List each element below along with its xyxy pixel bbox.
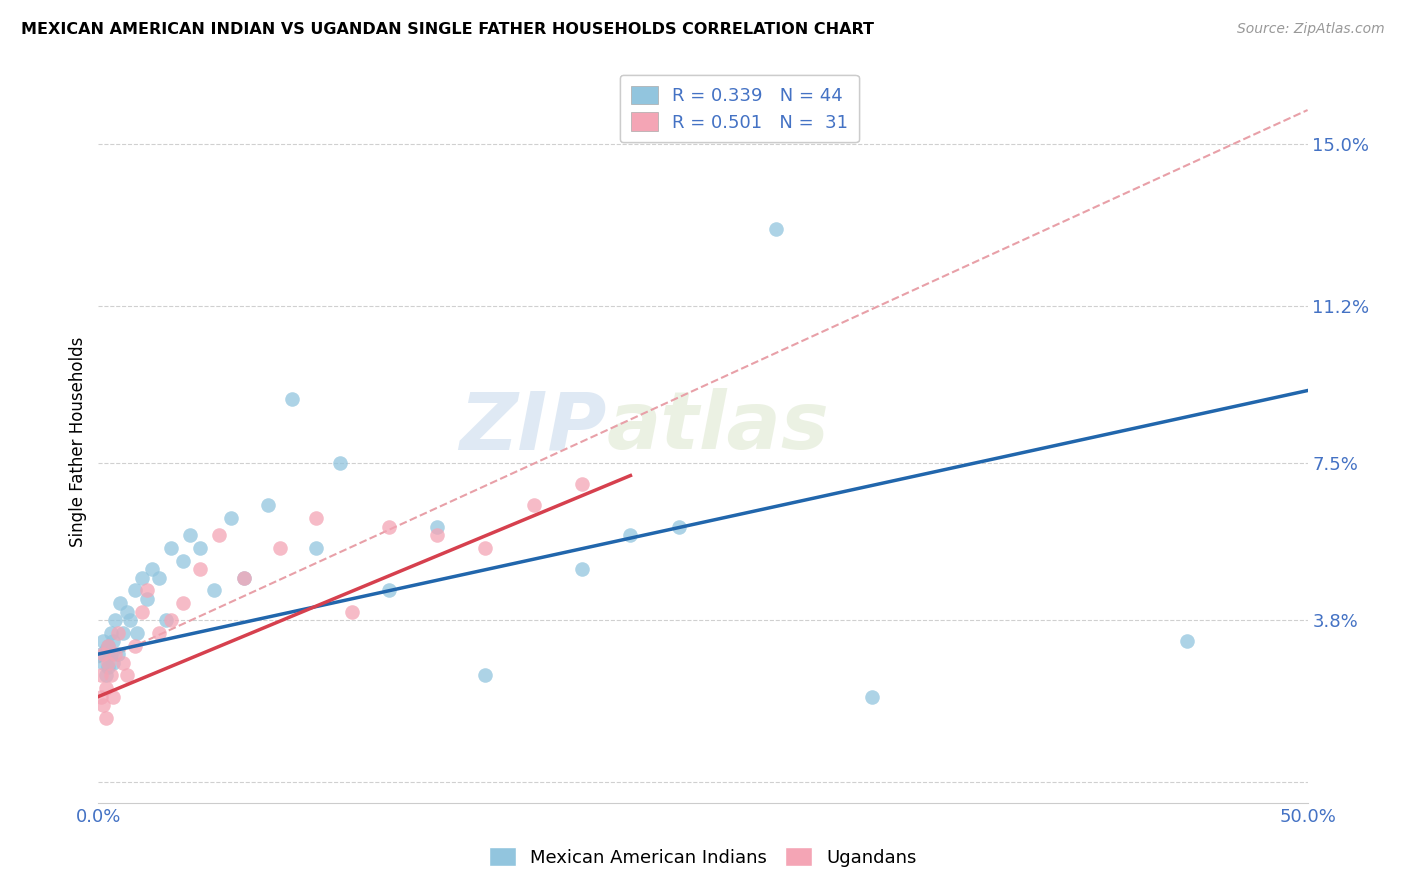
- Point: [305, 541, 328, 555]
- Point: [131, 570, 153, 584]
- Point: [100, 647, 122, 661]
- Point: [131, 605, 153, 619]
- Point: [97, 660, 120, 674]
- Point: [329, 456, 352, 470]
- Point: [232, 570, 254, 584]
- Point: [94, 668, 117, 682]
- Point: [619, 528, 641, 542]
- Point: [256, 498, 278, 512]
- Point: [765, 222, 787, 236]
- Point: [90, 668, 112, 682]
- Point: [91, 634, 114, 648]
- Text: Source: ZipAtlas.com: Source: ZipAtlas.com: [1237, 22, 1385, 37]
- Point: [117, 605, 139, 619]
- Point: [97, 639, 120, 653]
- Point: [135, 591, 157, 606]
- Point: [111, 625, 134, 640]
- Point: [91, 656, 114, 670]
- Point: [426, 519, 449, 533]
- Point: [377, 519, 399, 533]
- Point: [101, 690, 124, 704]
- Point: [426, 528, 449, 542]
- Point: [107, 625, 129, 640]
- Text: MEXICAN AMERICAN INDIAN VS UGANDAN SINGLE FATHER HOUSEHOLDS CORRELATION CHART: MEXICAN AMERICAN INDIAN VS UGANDAN SINGL…: [21, 22, 875, 37]
- Point: [100, 668, 122, 682]
- Point: [111, 656, 134, 670]
- Point: [188, 562, 211, 576]
- Point: [127, 625, 149, 640]
- Point: [179, 528, 201, 542]
- Point: [281, 392, 304, 406]
- Point: [148, 625, 170, 640]
- Point: [101, 656, 124, 670]
- Legend: Mexican American Indians, Ugandans: Mexican American Indians, Ugandans: [482, 840, 924, 874]
- Point: [94, 642, 117, 657]
- Point: [668, 519, 690, 533]
- Point: [141, 562, 163, 576]
- Point: [117, 668, 139, 682]
- Point: [188, 541, 211, 555]
- Point: [97, 656, 120, 670]
- Point: [90, 690, 112, 704]
- Point: [148, 570, 170, 584]
- Point: [305, 511, 328, 525]
- Point: [101, 634, 124, 648]
- Point: [860, 690, 883, 704]
- Point: [90, 647, 112, 661]
- Point: [208, 528, 231, 542]
- Point: [91, 647, 114, 661]
- Point: [342, 605, 364, 619]
- Point: [94, 681, 117, 695]
- Point: [377, 583, 399, 598]
- Point: [100, 625, 122, 640]
- Point: [523, 498, 546, 512]
- Y-axis label: Single Father Households: Single Father Households: [69, 336, 87, 547]
- Point: [124, 639, 146, 653]
- Point: [118, 613, 141, 627]
- Point: [474, 668, 496, 682]
- Legend: R = 0.339   N = 44, R = 0.501   N =  31: R = 0.339 N = 44, R = 0.501 N = 31: [620, 75, 859, 143]
- Point: [124, 583, 146, 598]
- Point: [172, 553, 194, 567]
- Point: [104, 613, 127, 627]
- Point: [172, 596, 194, 610]
- Point: [97, 639, 120, 653]
- Point: [104, 647, 127, 661]
- Point: [160, 541, 183, 555]
- Point: [571, 562, 593, 576]
- Point: [107, 647, 129, 661]
- Point: [232, 570, 254, 584]
- Point: [474, 541, 496, 555]
- Point: [160, 613, 183, 627]
- Text: atlas: atlas: [606, 388, 830, 467]
- Point: [108, 596, 131, 610]
- Point: [1175, 634, 1198, 648]
- Point: [269, 541, 291, 555]
- Point: [135, 583, 157, 598]
- Point: [94, 711, 117, 725]
- Point: [155, 613, 177, 627]
- Point: [571, 477, 593, 491]
- Point: [204, 583, 226, 598]
- Point: [221, 511, 243, 525]
- Text: ZIP: ZIP: [458, 388, 606, 467]
- Point: [91, 698, 114, 712]
